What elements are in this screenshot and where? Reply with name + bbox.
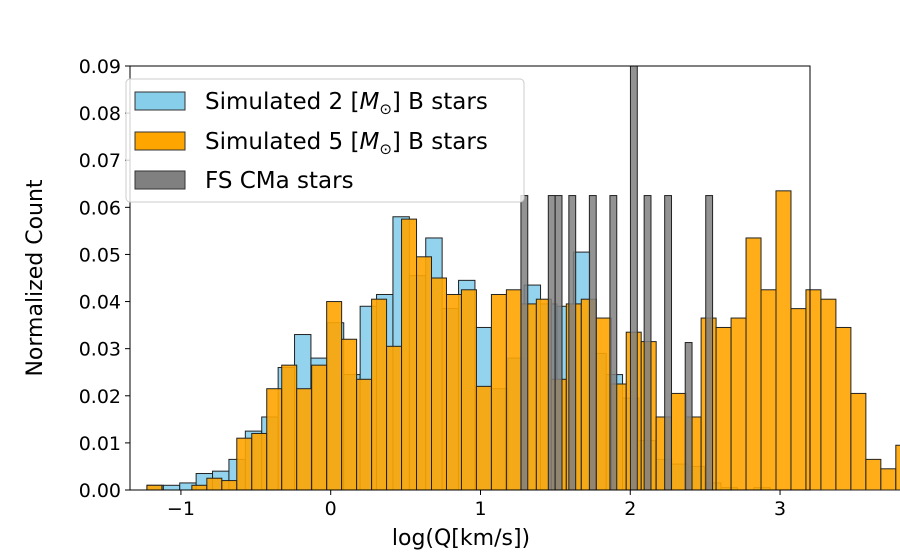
- bar-5msun: [835, 326, 852, 491]
- x-tick-label: 1: [474, 498, 486, 520]
- bar-5msun: [850, 392, 867, 491]
- y-tick-label: 0.01: [79, 433, 121, 455]
- y-tick-label: 0.07: [79, 150, 121, 172]
- y-tick-label: 0.05: [79, 244, 121, 266]
- legend-swatch-fscma: [134, 170, 186, 190]
- bar-5msun: [490, 293, 507, 491]
- y-tick-label: 0.08: [79, 103, 121, 125]
- bar-5msun: [221, 480, 238, 491]
- bar-5msun: [146, 484, 163, 491]
- y-tick-label: 0.03: [79, 339, 121, 361]
- bar-5msun: [865, 458, 882, 491]
- bar-2msun: [162, 484, 181, 491]
- bar-5msun: [475, 385, 492, 491]
- legend-label-2msun: Simulated 2 [M⊙] B stars: [205, 89, 488, 118]
- bar-5msun: [236, 437, 253, 491]
- bar-fscma: [629, 65, 638, 491]
- bar-fscma: [684, 342, 693, 491]
- bar-5msun: [371, 298, 388, 491]
- bar-5msun: [715, 326, 732, 491]
- bar-5msun: [670, 392, 687, 491]
- x-tick-label: 2: [624, 498, 636, 520]
- bar-5msun: [251, 432, 268, 491]
- bar-5msun: [760, 289, 777, 491]
- y-tick-label: 0.02: [79, 386, 121, 408]
- bar-5msun: [206, 477, 223, 491]
- bar-5msun: [445, 293, 462, 491]
- bar-5msun: [191, 484, 208, 491]
- bar-5msun: [460, 289, 477, 491]
- bar-5msun: [880, 468, 897, 491]
- bar-5msun: [356, 378, 373, 491]
- bars-layer: [146, 65, 900, 491]
- series-5msun: [146, 190, 900, 491]
- bar-5msun: [895, 444, 900, 491]
- bar-fscma: [664, 195, 673, 491]
- x-axis-label: log(Q[km/s]): [392, 526, 530, 550]
- bar-5msun: [341, 338, 358, 491]
- legend-label-fscma: FS CMa stars: [205, 168, 354, 194]
- y-axis-label: Normalized Count: [23, 179, 48, 376]
- bar-5msun: [431, 277, 447, 491]
- bar-5msun: [790, 308, 807, 491]
- bar-5msun: [745, 237, 762, 491]
- bar-5msun: [595, 317, 612, 491]
- legend-swatch-5msun: [134, 131, 186, 151]
- y-tick-label: 0.04: [79, 292, 121, 314]
- bar-5msun: [775, 190, 792, 491]
- bar-5msun: [805, 289, 822, 491]
- x-tick-label: 0: [325, 498, 337, 520]
- bar-5msun: [281, 364, 298, 491]
- y-tick-label: 0.00: [79, 480, 121, 502]
- bar-5msun: [820, 298, 837, 491]
- plot-frame: [129, 65, 811, 491]
- bar-5msun: [505, 289, 522, 491]
- bar-fscma: [568, 195, 577, 491]
- bar-fscma: [588, 195, 597, 491]
- bar-5msun: [401, 218, 418, 491]
- y-tick-label: 0.09: [79, 56, 121, 78]
- x-tick-label: 3: [774, 498, 786, 520]
- legend-box: [125, 78, 525, 203]
- x-tick-label: −1: [167, 498, 195, 520]
- legend-swatch-2msun: [134, 91, 186, 111]
- axes-layer: −1 0 1 2 3 0.00 0.01 0.02 0.03 0.04 0.05 0.06 0.07 0.…: [79, 56, 811, 520]
- bar-5msun: [730, 317, 747, 491]
- bar-fscma: [554, 195, 563, 491]
- bar-fscma: [705, 195, 714, 491]
- bar-5msun: [386, 345, 403, 491]
- bar-5msun: [311, 364, 328, 491]
- bar-5msun: [296, 388, 313, 491]
- bar-5msun: [266, 388, 283, 491]
- y-tick-label: 0.06: [79, 197, 121, 219]
- bar-fscma: [609, 195, 618, 491]
- bar-fscma: [520, 195, 529, 491]
- bar-fscma: [643, 195, 652, 491]
- bar-fscma: [547, 195, 556, 491]
- legend: Simulated 2 [M⊙] B stars Simulated 5 [M⊙…: [125, 78, 525, 203]
- bar-5msun: [416, 256, 433, 491]
- legend-label-5msun: Simulated 5 [M⊙] B stars: [205, 129, 488, 158]
- bar-5msun: [326, 301, 343, 491]
